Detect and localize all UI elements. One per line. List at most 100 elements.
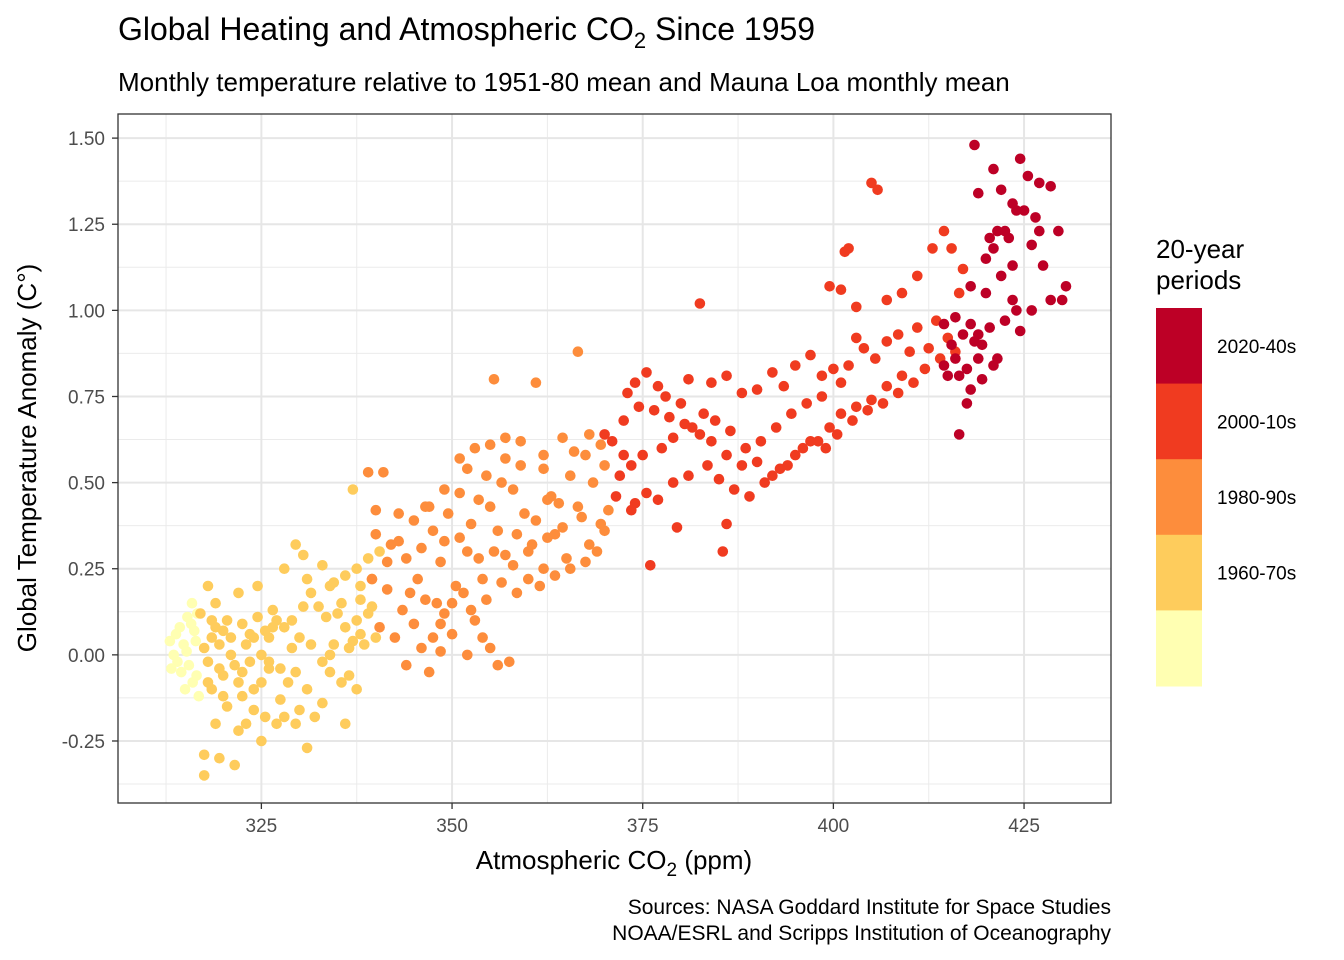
data-point <box>759 477 770 488</box>
data-point <box>515 460 526 471</box>
data-point <box>481 470 492 482</box>
data-point <box>423 666 435 678</box>
data-point <box>336 597 347 609</box>
data-point <box>404 587 416 599</box>
data-point <box>896 370 908 382</box>
data-point <box>511 587 523 599</box>
data-point <box>214 752 225 764</box>
data-point <box>717 546 729 557</box>
legend-title-line-2: periods <box>1156 265 1241 295</box>
data-point <box>271 718 282 730</box>
data-point <box>347 635 359 647</box>
data-point <box>500 453 511 464</box>
data-point <box>431 597 443 609</box>
data-point <box>797 442 809 454</box>
data-point <box>553 498 565 509</box>
data-point <box>193 690 205 702</box>
data-point <box>454 453 466 464</box>
data-point <box>1022 170 1034 182</box>
data-point <box>1030 212 1041 223</box>
y-tick-label: 1.00 <box>68 301 105 322</box>
data-point <box>652 380 664 392</box>
data-point <box>500 432 511 444</box>
data-point <box>683 470 694 482</box>
data-point <box>450 580 462 592</box>
data-point <box>877 398 889 409</box>
data-point <box>359 639 370 650</box>
data-point <box>301 742 313 754</box>
data-point <box>622 387 633 399</box>
plot-border <box>117 113 1112 804</box>
data-point <box>847 415 858 426</box>
data-point <box>626 504 637 516</box>
data-point <box>225 649 237 661</box>
data-point <box>942 370 954 382</box>
data-point <box>446 628 458 640</box>
y-tick-label: 0.25 <box>68 560 105 581</box>
data-point <box>446 597 458 609</box>
data-point <box>469 615 481 626</box>
data-point <box>237 690 248 702</box>
data-point <box>500 549 511 561</box>
chart-title-subscript: 2 <box>634 28 646 53</box>
data-point <box>843 360 854 371</box>
data-point <box>248 684 260 695</box>
data-point <box>706 377 717 389</box>
data-point <box>351 684 363 695</box>
data-point <box>976 374 988 385</box>
data-point <box>477 632 488 643</box>
data-point <box>565 563 576 574</box>
chart-subtitle: Monthly temperature relative to 1951-80 … <box>118 67 1010 97</box>
data-point <box>186 597 198 609</box>
data-point <box>439 484 450 495</box>
data-point <box>938 318 950 330</box>
data-point <box>240 718 252 730</box>
data-point <box>591 546 603 557</box>
data-point <box>965 281 976 292</box>
data-point <box>210 718 221 730</box>
legend-swatch <box>1156 459 1202 536</box>
data-point <box>892 329 904 340</box>
data-point <box>965 384 976 395</box>
data-point <box>664 411 675 423</box>
data-point <box>198 749 210 761</box>
caption-line-1: Sources: NASA Goddard Institute for Spac… <box>628 896 1111 919</box>
data-point <box>908 377 919 389</box>
data-point <box>202 656 214 668</box>
chart-title: Global Heating and Atmospheric CO2 Since… <box>118 11 815 53</box>
data-point <box>774 463 786 475</box>
data-point <box>178 639 189 650</box>
data-point <box>473 494 485 506</box>
data-point <box>1026 305 1037 316</box>
data-point <box>953 370 965 382</box>
data-point <box>465 518 477 530</box>
data-point <box>969 139 980 151</box>
data-point <box>778 380 790 392</box>
y-tick-label: 0.50 <box>68 474 105 495</box>
data-point <box>545 491 557 502</box>
data-point <box>999 315 1011 327</box>
data-point <box>256 649 267 661</box>
data-point <box>851 332 862 344</box>
data-point <box>587 477 599 488</box>
data-point <box>881 294 893 306</box>
data-point <box>851 401 862 413</box>
legend-items: 2020-40s 2000-10s 1980-90s 1960-70s <box>1156 308 1296 687</box>
data-point <box>530 377 542 389</box>
data-point <box>290 539 302 550</box>
data-point <box>988 243 999 254</box>
data-point <box>401 659 412 671</box>
data-point <box>515 436 526 447</box>
data-point <box>229 759 240 771</box>
data-point <box>702 460 713 471</box>
data-point <box>561 553 572 564</box>
data-point <box>599 460 610 471</box>
data-point <box>656 442 668 454</box>
data-point <box>896 287 908 299</box>
data-point <box>790 360 801 371</box>
data-point <box>511 529 523 540</box>
data-point <box>824 281 835 292</box>
data-point <box>195 608 206 619</box>
data-point <box>454 532 466 543</box>
data-point <box>1034 177 1045 189</box>
